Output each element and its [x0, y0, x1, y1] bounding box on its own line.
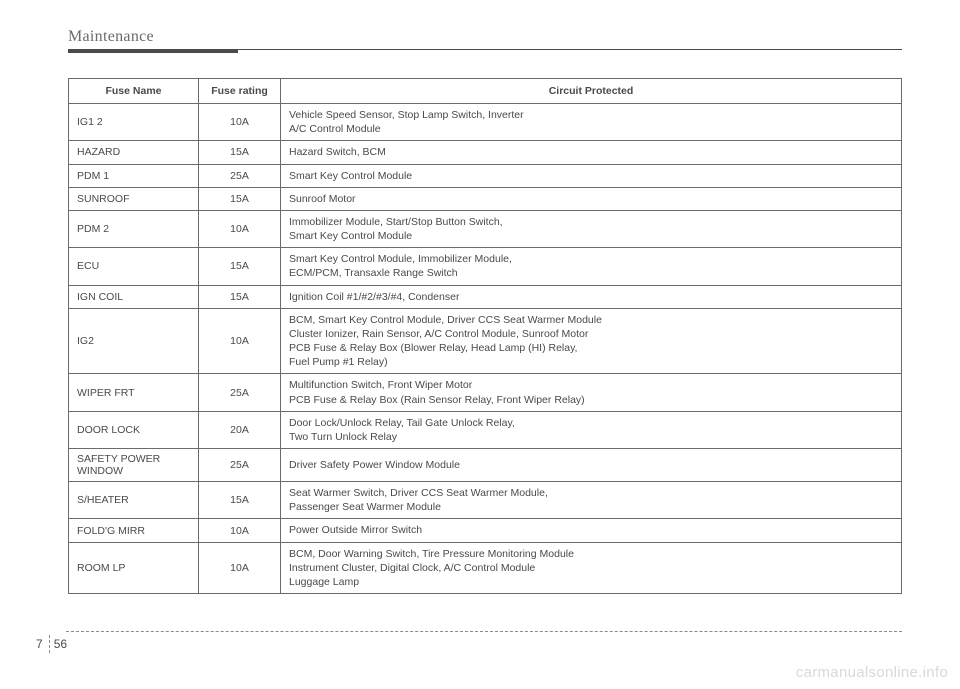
cell-fuse-name: SUNROOF [69, 187, 199, 210]
cell-circuit-protected: Smart Key Control Module [281, 164, 902, 187]
cell-circuit-protected: Smart Key Control Module, Immobilizer Mo… [281, 248, 902, 285]
table-row: S/HEATER15ASeat Warmer Switch, Driver CC… [69, 482, 902, 519]
fuse-table: Fuse Name Fuse rating Circuit Protected … [68, 78, 902, 594]
page-number: 7 56 [36, 635, 902, 653]
table-row: FOLD'G MIRR10APower Outside Mirror Switc… [69, 519, 902, 542]
col-header-rating: Fuse rating [199, 79, 281, 104]
cell-fuse-rating: 10A [199, 308, 281, 374]
col-header-circuit: Circuit Protected [281, 79, 902, 104]
cell-circuit-protected: Sunroof Motor [281, 187, 902, 210]
table-row: DOOR LOCK20ADoor Lock/Unlock Relay, Tail… [69, 411, 902, 448]
cell-circuit-protected: Multifunction Switch, Front Wiper MotorP… [281, 374, 902, 411]
cell-circuit-protected: Ignition Coil #1/#2/#3/#4, Condenser [281, 285, 902, 308]
table-row: HAZARD15AHazard Switch, BCM [69, 141, 902, 164]
cell-fuse-name: WIPER FRT [69, 374, 199, 411]
page-header: Maintenance [68, 28, 902, 50]
cell-circuit-protected: Immobilizer Module, Start/Stop Button Sw… [281, 210, 902, 247]
cell-circuit-protected: BCM, Smart Key Control Module, Driver CC… [281, 308, 902, 374]
page-footer: 7 56 [0, 631, 960, 653]
cell-fuse-name: PDM 1 [69, 164, 199, 187]
section-number: 7 [36, 635, 50, 653]
table-row: ROOM LP10ABCM, Door Warning Switch, Tire… [69, 542, 902, 594]
cell-fuse-rating: 10A [199, 542, 281, 594]
page-number-value: 56 [54, 637, 67, 651]
table-row: SAFETY POWER WINDOW25ADriver Safety Powe… [69, 449, 902, 482]
cell-fuse-rating: 15A [199, 285, 281, 308]
table-row: IGN COIL15AIgnition Coil #1/#2/#3/#4, Co… [69, 285, 902, 308]
cell-fuse-name: FOLD'G MIRR [69, 519, 199, 542]
cell-fuse-rating: 15A [199, 141, 281, 164]
cell-fuse-name: IG1 2 [69, 104, 199, 141]
cell-fuse-rating: 15A [199, 482, 281, 519]
cell-fuse-rating: 25A [199, 374, 281, 411]
watermark-text: carmanualsonline.info [796, 664, 948, 681]
cell-fuse-rating: 10A [199, 104, 281, 141]
cell-fuse-name: IGN COIL [69, 285, 199, 308]
cell-fuse-name: ECU [69, 248, 199, 285]
header-title: Maintenance [68, 28, 154, 45]
table-row: WIPER FRT25AMultifunction Switch, Front … [69, 374, 902, 411]
cell-fuse-name: ROOM LP [69, 542, 199, 594]
cell-fuse-name: HAZARD [69, 141, 199, 164]
cell-circuit-protected: Door Lock/Unlock Relay, Tail Gate Unlock… [281, 411, 902, 448]
table-row: IG210ABCM, Smart Key Control Module, Dri… [69, 308, 902, 374]
cell-circuit-protected: Power Outside Mirror Switch [281, 519, 902, 542]
cell-fuse-name: SAFETY POWER WINDOW [69, 449, 199, 482]
table-row: IG1 210AVehicle Speed Sensor, Stop Lamp … [69, 104, 902, 141]
cell-circuit-protected: Seat Warmer Switch, Driver CCS Seat Warm… [281, 482, 902, 519]
cell-circuit-protected: Driver Safety Power Window Module [281, 449, 902, 482]
cell-fuse-name: DOOR LOCK [69, 411, 199, 448]
cell-circuit-protected: Vehicle Speed Sensor, Stop Lamp Switch, … [281, 104, 902, 141]
table-row: PDM 125ASmart Key Control Module [69, 164, 902, 187]
cell-fuse-rating: 25A [199, 449, 281, 482]
cell-fuse-rating: 20A [199, 411, 281, 448]
header-underline-bar [68, 49, 238, 53]
table-row: PDM 210AImmobilizer Module, Start/Stop B… [69, 210, 902, 247]
table-row: ECU15ASmart Key Control Module, Immobili… [69, 248, 902, 285]
cell-fuse-rating: 10A [199, 519, 281, 542]
cell-fuse-rating: 15A [199, 248, 281, 285]
footer-divider [66, 631, 902, 632]
cell-fuse-rating: 15A [199, 187, 281, 210]
cell-fuse-rating: 25A [199, 164, 281, 187]
cell-circuit-protected: BCM, Door Warning Switch, Tire Pressure … [281, 542, 902, 594]
col-header-name: Fuse Name [69, 79, 199, 104]
cell-circuit-protected: Hazard Switch, BCM [281, 141, 902, 164]
table-header-row: Fuse Name Fuse rating Circuit Protected [69, 79, 902, 104]
table-row: SUNROOF15ASunroof Motor [69, 187, 902, 210]
cell-fuse-name: S/HEATER [69, 482, 199, 519]
cell-fuse-rating: 10A [199, 210, 281, 247]
cell-fuse-name: PDM 2 [69, 210, 199, 247]
page-content: Maintenance Fuse Name Fuse rating Circui… [0, 0, 960, 594]
cell-fuse-name: IG2 [69, 308, 199, 374]
